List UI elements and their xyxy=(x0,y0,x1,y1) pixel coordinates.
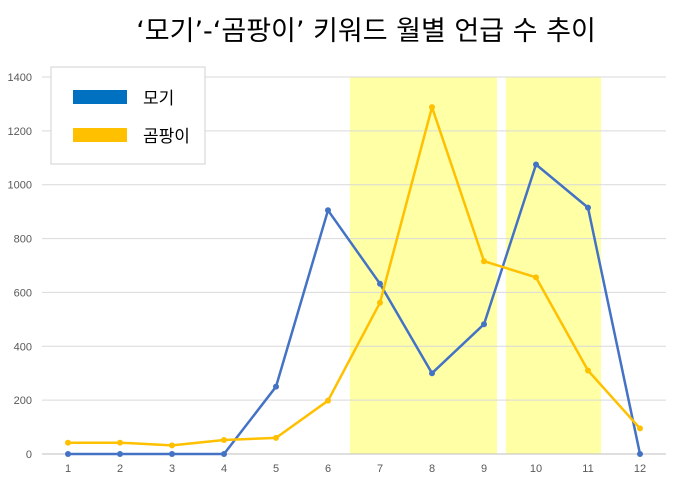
y-tick-label: 1000 xyxy=(8,180,32,192)
legend-label-mosquito: 모기 xyxy=(143,89,174,109)
legend-box xyxy=(50,66,206,165)
y-tick-label: 800 xyxy=(14,234,32,246)
series-lines xyxy=(65,104,643,457)
data-point-mold xyxy=(481,258,487,265)
data-point-mosquito xyxy=(637,451,643,457)
highlight-band-1 xyxy=(349,77,497,454)
y-tick-label: 0 xyxy=(26,449,32,461)
y-tick-label: 600 xyxy=(14,287,32,299)
data-point-mold xyxy=(65,439,71,446)
data-point-mosquito xyxy=(585,204,591,211)
data-point-mosquito xyxy=(273,383,279,390)
x-tick-label: 11 xyxy=(582,463,593,475)
y-tick-label: 200 xyxy=(14,395,32,407)
data-point-mold xyxy=(637,425,643,432)
y-tick-label: 400 xyxy=(14,341,32,353)
data-point-mold xyxy=(325,397,331,404)
series-line-mold xyxy=(68,105,641,447)
x-tick-label: 3 xyxy=(169,463,175,475)
x-axis-ticks: 1 2 3 4 5 6 7 8 9 10 11 12 xyxy=(65,463,646,475)
data-point-mold xyxy=(533,274,539,281)
data-point-mold xyxy=(377,299,383,306)
legend-swatch-mosquito xyxy=(73,90,127,104)
highlight-bands xyxy=(349,77,601,454)
legend-swatch-mold xyxy=(73,128,127,142)
x-tick-label: 4 xyxy=(221,463,227,475)
data-point-mold xyxy=(117,439,123,446)
data-point-mold xyxy=(585,367,591,374)
x-tick-label: 9 xyxy=(481,463,487,475)
data-point-mosquito xyxy=(65,451,71,457)
data-point-mosquito xyxy=(117,451,123,457)
x-tick-label: 12 xyxy=(634,463,646,475)
data-point-mold xyxy=(429,104,435,111)
data-point-mosquito xyxy=(169,451,175,457)
legend: 모기 곰팡이 xyxy=(50,66,206,165)
data-point-mosquito xyxy=(533,161,539,168)
data-point-mosquito xyxy=(429,370,435,377)
x-tick-label: 7 xyxy=(377,463,383,475)
x-tick-label: 2 xyxy=(117,463,123,475)
highlight-band-2 xyxy=(505,77,601,454)
y-tick-label: 1400 xyxy=(8,72,32,84)
data-point-mosquito xyxy=(325,207,331,214)
series-line-mosquito xyxy=(68,163,642,456)
x-tick-label: 10 xyxy=(530,463,542,475)
x-tick-label: 8 xyxy=(429,463,435,475)
data-point-mold xyxy=(221,436,227,443)
data-point-mosquito xyxy=(221,451,227,457)
data-point-mosquito xyxy=(481,321,487,328)
data-point-mold xyxy=(273,434,279,441)
x-tick-label: 6 xyxy=(325,463,331,475)
chart-title: ‘모기’-‘곰팡이’ 키워드 월별 언급 수 추이 xyxy=(136,16,596,47)
data-point-mold xyxy=(169,442,175,449)
data-point-mosquito xyxy=(377,280,383,287)
y-axis-ticks: 0 200 400 600 800 1000 1200 1400 xyxy=(8,72,32,461)
y-tick-label: 1200 xyxy=(8,126,32,138)
x-tick-label: 1 xyxy=(65,463,71,475)
x-tick-label: 5 xyxy=(273,463,279,475)
legend-label-mold: 곰팡이 xyxy=(143,127,190,147)
